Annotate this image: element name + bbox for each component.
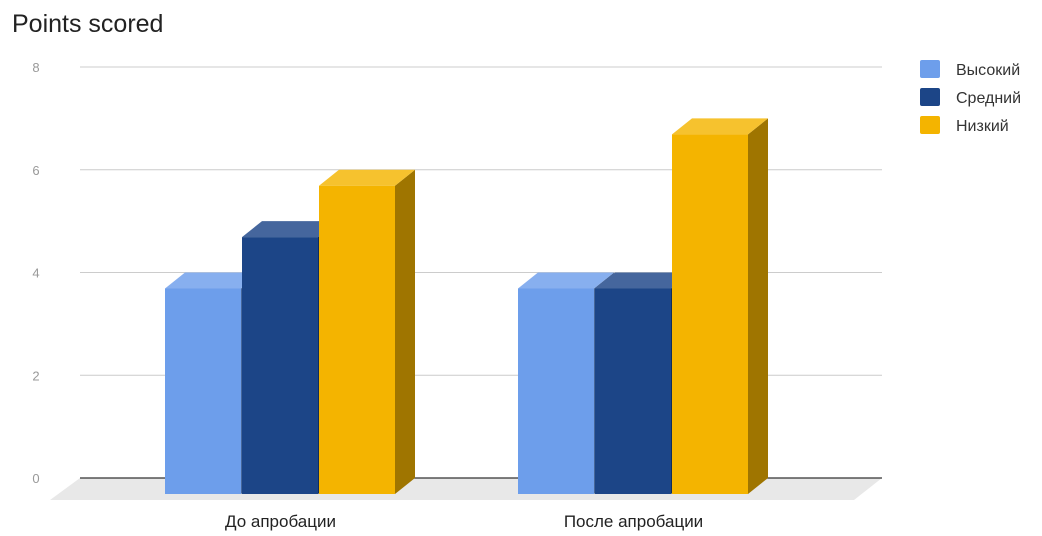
bar-top [672,118,768,135]
x-tick-label: После апробации [564,512,703,531]
bar [595,288,671,494]
x-tick-label: До апробации [225,512,336,531]
legend-swatch [920,60,940,78]
chart-title: Points scored [12,10,164,38]
bar [518,288,594,494]
bar-top [165,272,261,289]
y-tick-label: 2 [32,368,39,383]
bar [165,288,241,494]
bar [242,237,318,494]
bar-top [595,272,691,289]
bar-top [518,272,614,289]
y-tick-label: 4 [32,266,39,281]
bar-top [242,221,338,238]
y-tick-label: 8 [32,60,39,75]
legend-swatch [920,116,940,134]
bar-side [395,169,415,494]
legend-swatch [920,88,940,106]
y-tick-label: 0 [32,471,39,486]
legend-label: Низкий [956,118,1009,135]
bar-side [748,118,768,494]
bar [672,134,748,494]
bar [319,185,395,494]
legend-label: Средний [956,90,1021,107]
y-tick-label: 6 [32,163,39,178]
legend-label: Высокий [956,62,1020,79]
bar-top [319,169,415,186]
